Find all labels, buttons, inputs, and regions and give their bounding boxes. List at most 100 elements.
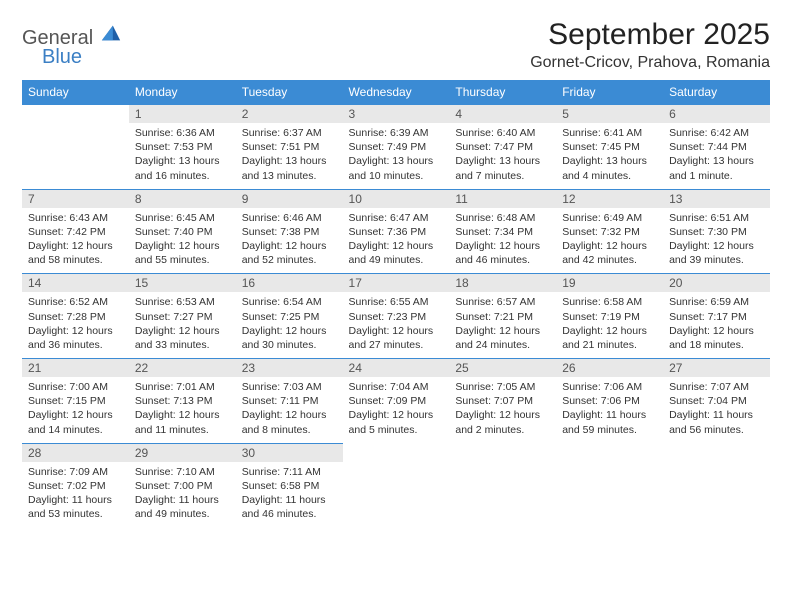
title-block: September 2025 Gornet-Cricov, Prahova, R… xyxy=(530,18,770,72)
weekday-header: Sunday xyxy=(22,80,129,105)
day-info-cell: Sunrise: 7:03 AMSunset: 7:11 PMDaylight:… xyxy=(236,377,343,443)
day-info-cell: Sunrise: 7:09 AMSunset: 7:02 PMDaylight:… xyxy=(22,462,129,528)
day-info-cell: Sunrise: 6:36 AMSunset: 7:53 PMDaylight:… xyxy=(129,123,236,189)
day-info-cell xyxy=(449,462,556,528)
day-info-cell: Sunrise: 6:49 AMSunset: 7:32 PMDaylight:… xyxy=(556,208,663,274)
day-info-cell: Sunrise: 6:48 AMSunset: 7:34 PMDaylight:… xyxy=(449,208,556,274)
day-info: Sunrise: 6:45 AMSunset: 7:40 PMDaylight:… xyxy=(129,208,236,274)
day-number-cell: 9 xyxy=(236,189,343,208)
day-number-cell xyxy=(449,443,556,462)
day-info: Sunrise: 6:59 AMSunset: 7:17 PMDaylight:… xyxy=(663,292,770,358)
day-info-cell: Sunrise: 6:51 AMSunset: 7:30 PMDaylight:… xyxy=(663,208,770,274)
day-number-cell: 4 xyxy=(449,105,556,124)
day-info: Sunrise: 6:58 AMSunset: 7:19 PMDaylight:… xyxy=(556,292,663,358)
weekday-header: Thursday xyxy=(449,80,556,105)
day-info: Sunrise: 6:42 AMSunset: 7:44 PMDaylight:… xyxy=(663,123,770,189)
day-info-cell: Sunrise: 7:00 AMSunset: 7:15 PMDaylight:… xyxy=(22,377,129,443)
day-number: 13 xyxy=(663,190,770,208)
day-number: 22 xyxy=(129,359,236,377)
day-number: 29 xyxy=(129,444,236,462)
weekday-header: Wednesday xyxy=(343,80,450,105)
day-number: 14 xyxy=(22,274,129,292)
day-info-cell: Sunrise: 6:59 AMSunset: 7:17 PMDaylight:… xyxy=(663,292,770,358)
day-number-cell: 20 xyxy=(663,274,770,293)
week-number-row: 123456 xyxy=(22,105,770,124)
week-number-row: 21222324252627 xyxy=(22,359,770,378)
month-title: September 2025 xyxy=(530,18,770,52)
day-number-cell: 1 xyxy=(129,105,236,124)
day-info-cell: Sunrise: 6:55 AMSunset: 7:23 PMDaylight:… xyxy=(343,292,450,358)
day-number: 12 xyxy=(556,190,663,208)
day-number-cell: 2 xyxy=(236,105,343,124)
day-number-cell: 13 xyxy=(663,189,770,208)
weekday-header-row: SundayMondayTuesdayWednesdayThursdayFrid… xyxy=(22,80,770,105)
day-number-cell: 5 xyxy=(556,105,663,124)
day-number: 18 xyxy=(449,274,556,292)
day-info: Sunrise: 6:52 AMSunset: 7:28 PMDaylight:… xyxy=(22,292,129,358)
day-info: Sunrise: 6:49 AMSunset: 7:32 PMDaylight:… xyxy=(556,208,663,274)
day-number: 4 xyxy=(449,105,556,123)
day-number: 28 xyxy=(22,444,129,462)
day-number-cell: 23 xyxy=(236,359,343,378)
logo-triangle-icon xyxy=(100,22,122,44)
day-number-cell: 6 xyxy=(663,105,770,124)
day-info: Sunrise: 6:57 AMSunset: 7:21 PMDaylight:… xyxy=(449,292,556,358)
day-number: 6 xyxy=(663,105,770,123)
day-info: Sunrise: 6:39 AMSunset: 7:49 PMDaylight:… xyxy=(343,123,450,189)
day-number-cell: 11 xyxy=(449,189,556,208)
day-number: 17 xyxy=(343,274,450,292)
weekday-header: Saturday xyxy=(663,80,770,105)
week-number-row: 282930 xyxy=(22,443,770,462)
day-info-cell: Sunrise: 7:04 AMSunset: 7:09 PMDaylight:… xyxy=(343,377,450,443)
day-number: 7 xyxy=(22,190,129,208)
day-number: 20 xyxy=(663,274,770,292)
day-info-cell: Sunrise: 7:06 AMSunset: 7:06 PMDaylight:… xyxy=(556,377,663,443)
day-number: 10 xyxy=(343,190,450,208)
day-number-cell: 17 xyxy=(343,274,450,293)
day-info-cell: Sunrise: 6:53 AMSunset: 7:27 PMDaylight:… xyxy=(129,292,236,358)
day-number-cell: 8 xyxy=(129,189,236,208)
day-number-cell: 3 xyxy=(343,105,450,124)
day-number-cell xyxy=(556,443,663,462)
day-number-cell: 16 xyxy=(236,274,343,293)
day-info: Sunrise: 7:04 AMSunset: 7:09 PMDaylight:… xyxy=(343,377,450,443)
day-info: Sunrise: 7:01 AMSunset: 7:13 PMDaylight:… xyxy=(129,377,236,443)
day-info: Sunrise: 7:09 AMSunset: 7:02 PMDaylight:… xyxy=(22,462,129,528)
day-info: Sunrise: 6:46 AMSunset: 7:38 PMDaylight:… xyxy=(236,208,343,274)
day-number-cell xyxy=(663,443,770,462)
week-info-row: Sunrise: 6:43 AMSunset: 7:42 PMDaylight:… xyxy=(22,208,770,274)
day-number-cell: 15 xyxy=(129,274,236,293)
day-number-cell: 28 xyxy=(22,443,129,462)
day-info-cell xyxy=(663,462,770,528)
day-info: Sunrise: 7:07 AMSunset: 7:04 PMDaylight:… xyxy=(663,377,770,443)
week-info-row: Sunrise: 6:52 AMSunset: 7:28 PMDaylight:… xyxy=(22,292,770,358)
day-number-cell: 26 xyxy=(556,359,663,378)
day-info: Sunrise: 6:47 AMSunset: 7:36 PMDaylight:… xyxy=(343,208,450,274)
day-info: Sunrise: 7:06 AMSunset: 7:06 PMDaylight:… xyxy=(556,377,663,443)
day-number: 8 xyxy=(129,190,236,208)
day-info: Sunrise: 6:51 AMSunset: 7:30 PMDaylight:… xyxy=(663,208,770,274)
day-info: Sunrise: 6:40 AMSunset: 7:47 PMDaylight:… xyxy=(449,123,556,189)
calendar-body: 123456Sunrise: 6:36 AMSunset: 7:53 PMDay… xyxy=(22,105,770,528)
day-number: 16 xyxy=(236,274,343,292)
day-number: 15 xyxy=(129,274,236,292)
week-info-row: Sunrise: 6:36 AMSunset: 7:53 PMDaylight:… xyxy=(22,123,770,189)
day-number-cell xyxy=(22,105,129,124)
day-number: 27 xyxy=(663,359,770,377)
day-info: Sunrise: 6:37 AMSunset: 7:51 PMDaylight:… xyxy=(236,123,343,189)
day-info-cell: Sunrise: 7:10 AMSunset: 7:00 PMDaylight:… xyxy=(129,462,236,528)
weekday-header: Tuesday xyxy=(236,80,343,105)
day-number-cell: 14 xyxy=(22,274,129,293)
day-info-cell xyxy=(22,123,129,189)
logo-text-blue: Blue xyxy=(42,47,122,67)
week-number-row: 14151617181920 xyxy=(22,274,770,293)
day-number-cell: 18 xyxy=(449,274,556,293)
day-info-cell: Sunrise: 6:45 AMSunset: 7:40 PMDaylight:… xyxy=(129,208,236,274)
weekday-header: Friday xyxy=(556,80,663,105)
day-info-cell: Sunrise: 6:39 AMSunset: 7:49 PMDaylight:… xyxy=(343,123,450,189)
week-number-row: 78910111213 xyxy=(22,189,770,208)
day-number-cell: 19 xyxy=(556,274,663,293)
day-info-cell: Sunrise: 6:43 AMSunset: 7:42 PMDaylight:… xyxy=(22,208,129,274)
day-info: Sunrise: 7:05 AMSunset: 7:07 PMDaylight:… xyxy=(449,377,556,443)
day-number: 26 xyxy=(556,359,663,377)
